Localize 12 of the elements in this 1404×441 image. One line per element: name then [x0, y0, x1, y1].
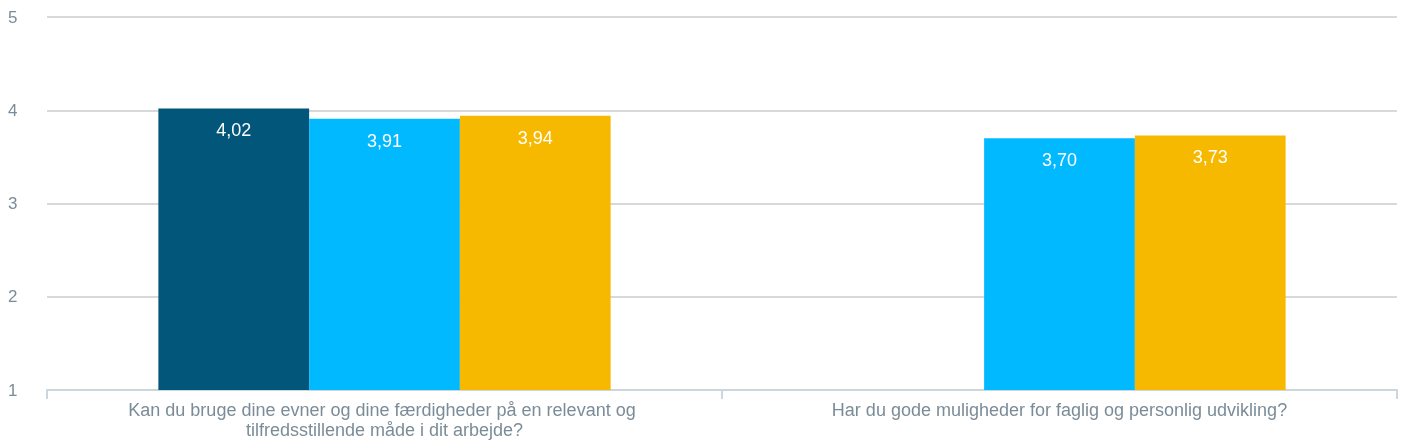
- x-tick-label: Har du gode muligheder for faglig og personlig udvikling?: [831, 400, 1288, 420]
- y-tick-label: 5: [8, 7, 18, 27]
- y-tick-label: 3: [8, 194, 18, 213]
- data-label: 3,70: [1041, 150, 1078, 171]
- data-label: 3,94: [517, 127, 553, 148]
- data-label: 4,02: [216, 120, 252, 141]
- y-tick-label: 1: [8, 380, 18, 400]
- data-label: 3,91: [366, 130, 403, 151]
- y-tick-label: 4: [8, 100, 18, 120]
- y-tick-label: 2: [8, 287, 18, 307]
- data-label: 3,73: [1192, 147, 1228, 168]
- x-tick-label: Kan du bruge dine evner og dine færdigheder på en relevant og tilfredsstillende måde i dit arbejde?: [128, 400, 641, 440]
